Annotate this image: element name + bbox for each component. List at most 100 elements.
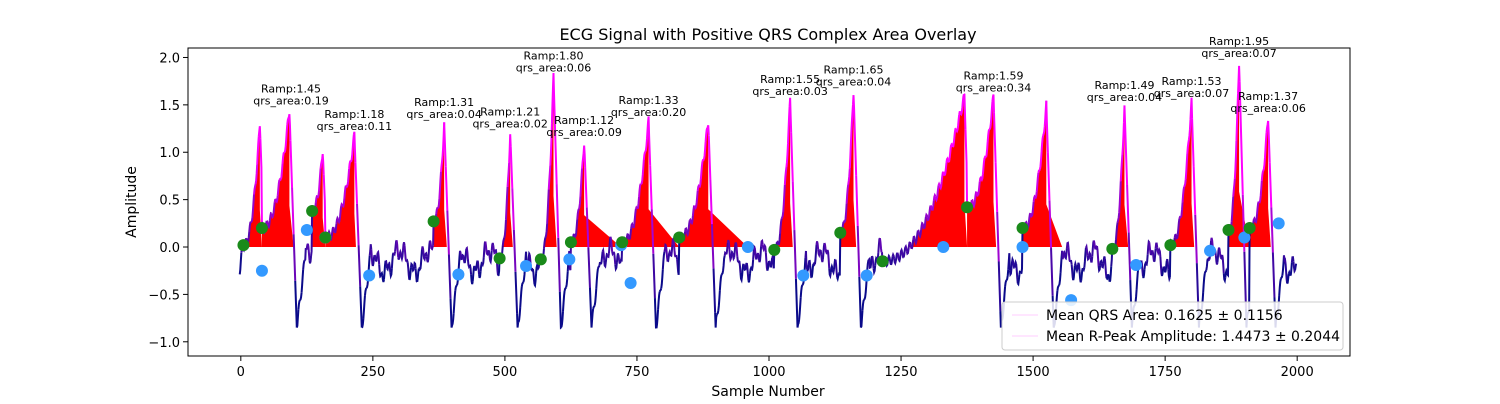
qrs-offset-marker (1130, 259, 1143, 272)
ecg-signal-segment (890, 256, 894, 266)
ecg-signal-segment (1118, 181, 1122, 213)
ecg-signal-segment (657, 291, 661, 310)
legend-label-1: Mean QRS Area: 0.1625 ± 0.1156 (1046, 308, 1283, 324)
ecg-signal-segment (376, 249, 381, 265)
ecg-signal-segment (904, 244, 908, 252)
ecg-signal-segment (549, 123, 553, 166)
ecg-signal-segment (512, 229, 517, 272)
y-axis-ticks: −1.0 −0.5 0.0 0.5 1.0 1.5 2.0 (148, 51, 188, 351)
ecg-signal-segment (250, 217, 254, 224)
ecg-signal-segment (1165, 258, 1170, 270)
ecg-signal-segment (1050, 247, 1054, 296)
ecg-signal-segment (279, 163, 284, 180)
ecg-signal-segment (834, 259, 839, 278)
qrs-offset-marker (452, 268, 465, 281)
ecg-signal-segment (652, 253, 656, 299)
ecg-signal-segment (804, 250, 809, 270)
ecg-signal-segment (959, 107, 964, 117)
ecg-signal-segment (855, 175, 859, 227)
ecg-signal-segment (924, 212, 929, 219)
ecg-signal-segment (1154, 242, 1159, 249)
ecg-signal-segment (1180, 202, 1184, 218)
ecg-signal-segment (980, 174, 984, 183)
ecg-signal-segment (552, 73, 557, 131)
ecg-signal-segment (516, 313, 520, 328)
ecg-signal-segment (1032, 194, 1036, 203)
ecg-signal-segment (501, 237, 506, 246)
ecg-signal-segment (469, 263, 473, 275)
ecg-signal-segment (316, 190, 320, 199)
ecg-signal-segment (788, 97, 793, 133)
ecg-signal-segment (701, 158, 705, 162)
annotation-layer: Ramp:1.45qrs_area:0.19Ramp:1.18qrs_area:… (253, 35, 1306, 139)
qrs-area-label: qrs_area:0.07 (1154, 87, 1229, 100)
ecg-signal-segment (395, 240, 400, 258)
ecg-signal-segment (1262, 157, 1266, 171)
x-tick-label: 1500 (1017, 365, 1050, 380)
ecg-signal-segment (791, 181, 796, 231)
ecg-signal-segment (823, 242, 828, 253)
ecg-signal-segment (649, 165, 653, 210)
ecg-signal-segment (292, 234, 297, 281)
ecg-signal-segment (582, 145, 587, 168)
ecg-signal-segment (820, 254, 824, 263)
ecg-signal-segment (1015, 263, 1019, 284)
ecg-signal-segment (581, 152, 585, 169)
ecg-signal-segment (893, 258, 897, 267)
ecg-signal-segment (985, 141, 989, 158)
ecg-signal-segment (508, 134, 512, 163)
ecg-signal-segment (519, 286, 523, 308)
qrs-onset-marker (306, 205, 319, 218)
ecg-signal-segment (760, 238, 764, 247)
ecg-signal-segment (1042, 126, 1046, 136)
ecg-signal-segment (587, 247, 591, 288)
ecg-signal-segment (815, 241, 820, 250)
chart-title: ECG Signal with Positive QRS Complex Are… (559, 25, 976, 44)
r-amplitude-label: Ramp:1.59 (963, 69, 1023, 82)
ecg-signal-segment (898, 254, 902, 263)
ecg-signal-segment (378, 264, 382, 279)
qrs-area-label: qrs_area:0.07 (1201, 47, 1276, 60)
ecg-signal-segment (476, 260, 481, 275)
ecg-signal-segment (492, 245, 496, 255)
ecg-signal-segment (416, 268, 420, 283)
ecg-signal-segment (1038, 151, 1043, 170)
ecg-signal-segment (801, 279, 805, 286)
ecg-signal-segment (343, 185, 347, 199)
ecg-signal-segment (1077, 262, 1081, 272)
r-amplitude-label: Ramp:1.37 (1238, 90, 1298, 103)
ecg-signal-segment (726, 239, 731, 250)
ecg-signal-segment (1181, 186, 1186, 203)
ecg-signal-segment (698, 179, 702, 188)
ecg-signal-segment (1240, 138, 1244, 195)
qrs-onset-marker (237, 239, 250, 252)
ecg-signal-segment (661, 251, 666, 270)
ecg-signal-segment (988, 123, 992, 131)
ecg-signal-segment (670, 244, 674, 258)
ecg-signal-segment (878, 237, 883, 253)
ecg-signal-segment (595, 268, 599, 289)
ecg-signal-segment (357, 245, 362, 287)
qrs-area-label: qrs_area:0.34 (956, 81, 1031, 94)
ecg-signal-segment (964, 129, 969, 206)
ecg-signal-segment (806, 264, 810, 274)
ecg-signal-segment (901, 251, 905, 259)
ecg-signal-segment (398, 248, 403, 258)
ecg-signal-segment (912, 235, 916, 241)
ecg-signal-segment (644, 138, 648, 152)
ecg-signal-segment (493, 248, 498, 255)
ecg-signal-segment (640, 180, 644, 185)
ecg-signal-segment (388, 261, 392, 273)
ecg-signal-segment (276, 179, 281, 196)
ecg-signal-segment (997, 261, 1002, 312)
y-tick-label: 1.0 (159, 146, 180, 161)
qrs-offset-marker (300, 223, 313, 236)
ecg-signal-segment (390, 252, 395, 269)
ecg-signal-segment (405, 258, 409, 263)
qrs-onset-marker (1164, 239, 1177, 252)
ecg-signal-segment (1289, 262, 1293, 277)
ecg-signal-segment (926, 216, 931, 222)
ecg-signal-segment (739, 272, 744, 284)
ecg-signal-segment (1290, 256, 1295, 263)
